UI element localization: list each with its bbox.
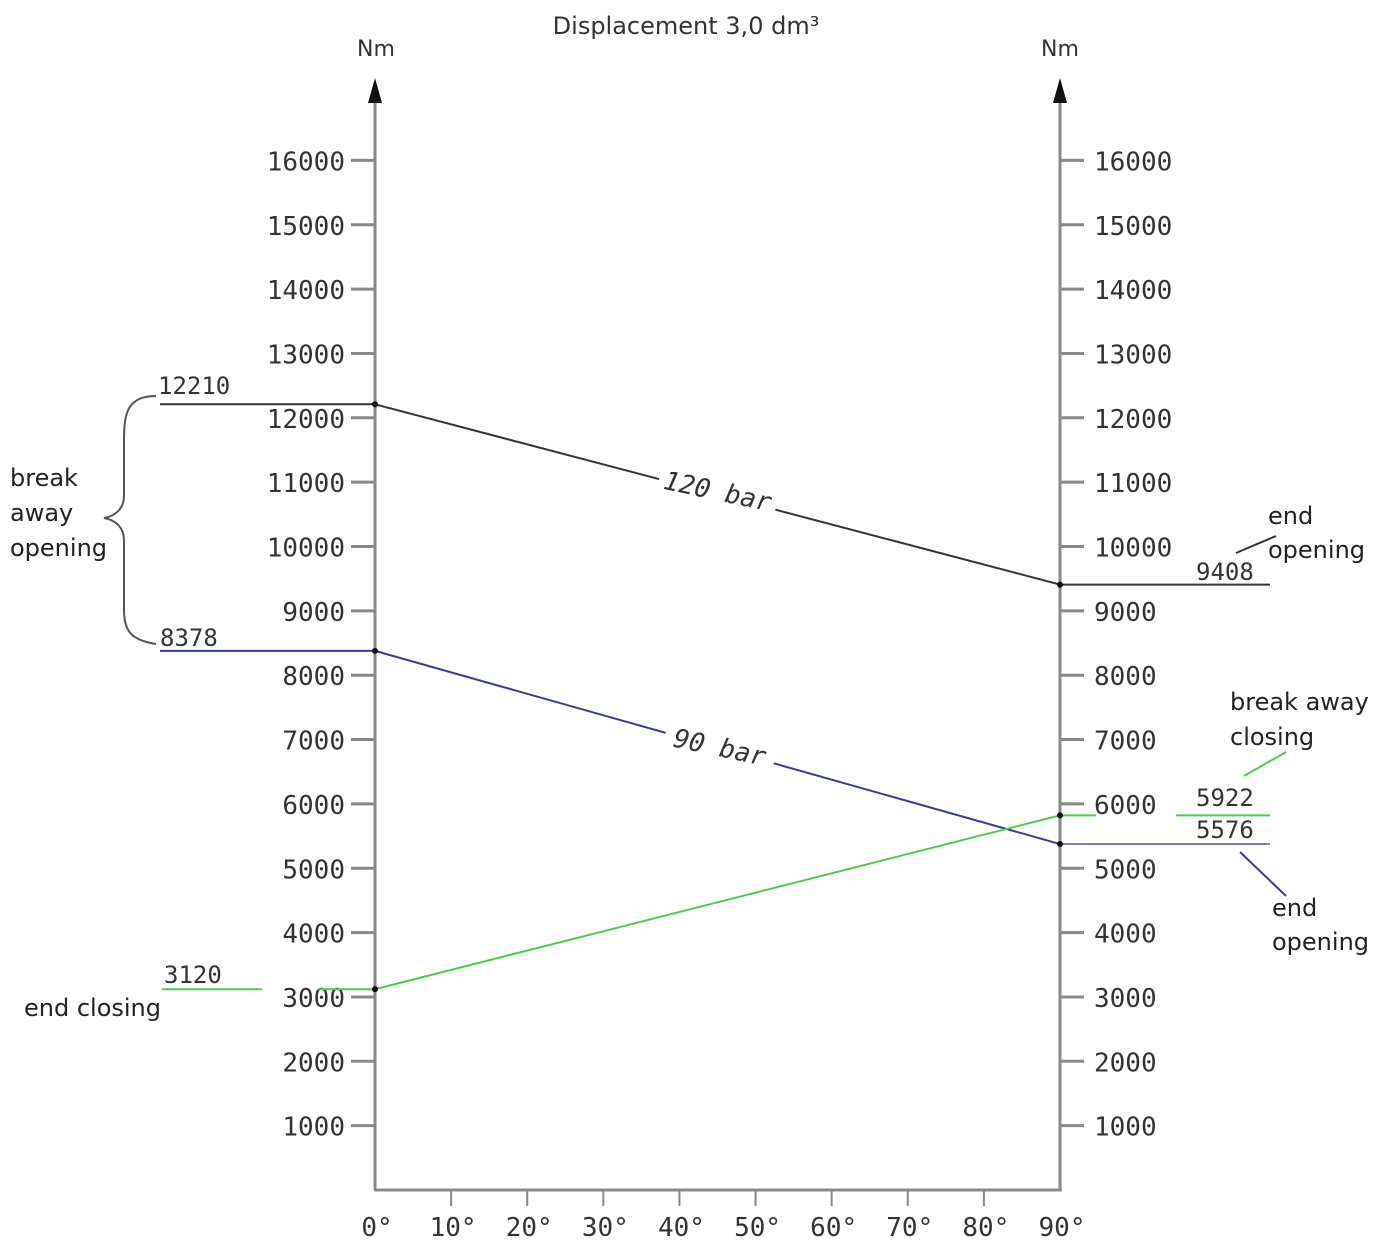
series-line-90-bar-point-0 [372, 647, 378, 654]
left-y-tick-label-14000: 14000 [267, 276, 345, 306]
left-axis-arrow-icon [368, 78, 382, 103]
series-label-120-bar: 120 bar [661, 466, 775, 518]
left-y-tick-label-4000: 4000 [282, 920, 345, 950]
annotation-break-away-opening-3: opening [10, 534, 107, 562]
series-line-120-bar-point-1 [1057, 581, 1063, 588]
left-y-tick-label-15000: 15000 [267, 212, 345, 242]
left-y-tick-label-12000: 12000 [267, 405, 345, 435]
right-axis-arrow-icon [1053, 78, 1067, 103]
right-y-tick-label-9000: 9000 [1094, 598, 1157, 628]
right-y-tick-label-1000: 1000 [1094, 1113, 1157, 1143]
x-tick-label-5: 50° [734, 1213, 781, 1241]
value-label-left-90: 8378 [160, 624, 218, 652]
x-tick-label-7: 70° [886, 1213, 933, 1241]
left-y-tick-label-8000: 8000 [282, 662, 345, 692]
leader-end-opening-top [1235, 535, 1277, 554]
left-y-tick-label-9000: 9000 [282, 598, 345, 628]
annotation-break-away-closing-2: closing [1230, 723, 1314, 751]
right-y-tick-label-8000: 8000 [1094, 662, 1157, 692]
x-tick-label-0: 0° [361, 1213, 392, 1241]
leader-end-opening-bottom [1239, 851, 1287, 897]
left-y-tick-label-16000: 16000 [267, 147, 345, 177]
annotation-end-opening-bottom-1: end [1272, 894, 1317, 922]
x-tick-label-2: 20° [506, 1213, 553, 1241]
value-label-right-90: 5576 [1196, 816, 1254, 844]
right-y-tick-label-15000: 15000 [1094, 212, 1172, 242]
left-y-tick-label-6000: 6000 [282, 791, 345, 821]
right-y-tick-label-10000: 10000 [1094, 534, 1172, 564]
annotation-end-closing: end closing [24, 994, 161, 1022]
x-tick-label-9: 90° [1039, 1213, 1086, 1241]
right-y-unit: Nm [1041, 37, 1079, 62]
left-y-tick-label-10000: 10000 [267, 534, 345, 564]
right-y-tick-label-5000: 5000 [1094, 855, 1157, 885]
right-y-tick-label-2000: 2000 [1094, 1048, 1157, 1078]
annotation-end-opening-bottom-2: opening [1272, 928, 1369, 956]
x-tick-label-1: 10° [430, 1213, 477, 1241]
right-y-tick-label-14000: 14000 [1094, 276, 1172, 306]
annotation-end-opening-top-2: opening [1268, 536, 1365, 564]
right-y-tick-label-16000: 16000 [1094, 147, 1172, 177]
chart-title: Displacement 3,0 dm³ [553, 12, 820, 40]
series-line-closing-point-0 [372, 986, 378, 993]
value-label-left-closing: 3120 [164, 961, 222, 989]
left-y-unit: Nm [357, 37, 395, 62]
value-label-right-closing: 5922 [1196, 784, 1254, 812]
x-tick-label-8: 80° [962, 1213, 1009, 1241]
left-y-tick-label-11000: 11000 [267, 469, 345, 499]
annotation-break-away-closing-1: break away [1230, 688, 1369, 716]
value-label-left-120: 12210 [158, 372, 230, 400]
right-y-tick-label-11000: 11000 [1094, 469, 1172, 499]
series-line-closing [374, 814, 1061, 991]
left-y-tick-label-2000: 2000 [282, 1048, 345, 1078]
left-y-tick-label-13000: 13000 [267, 340, 345, 370]
right-y-tick-label-6000: 6000 [1094, 791, 1157, 821]
x-tick-label-6: 60° [810, 1213, 857, 1241]
x-tick-label-3: 30° [582, 1213, 629, 1241]
series-label-90-bar: 90 bar [671, 724, 769, 773]
left-y-tick-label-1000: 1000 [282, 1113, 345, 1143]
right-y-tick-label-13000: 13000 [1094, 340, 1172, 370]
series-line-closing-point-1 [1057, 812, 1063, 819]
left-y-tick-label-7000: 7000 [282, 727, 345, 757]
value-label-right-120: 9408 [1196, 558, 1254, 586]
annotation-break-away-opening-1: break [10, 464, 78, 492]
series-line-90-bar-point-1 [1057, 841, 1063, 848]
right-y-tick-label-3000: 3000 [1094, 984, 1157, 1014]
series-line-120-bar-point-0 [372, 401, 378, 408]
right-y-tick-label-7000: 7000 [1094, 727, 1157, 757]
right-y-tick-label-12000: 12000 [1094, 405, 1172, 435]
leader-break-away-closing [1243, 751, 1287, 777]
left-y-tick-label-5000: 5000 [282, 855, 345, 885]
annotation-end-opening-top-1: end [1268, 502, 1313, 530]
x-tick-label-4: 40° [658, 1213, 705, 1241]
brace-break-away-opening [103, 395, 157, 645]
annotation-break-away-opening-2: away [10, 499, 73, 527]
right-y-tick-label-4000: 4000 [1094, 920, 1157, 950]
